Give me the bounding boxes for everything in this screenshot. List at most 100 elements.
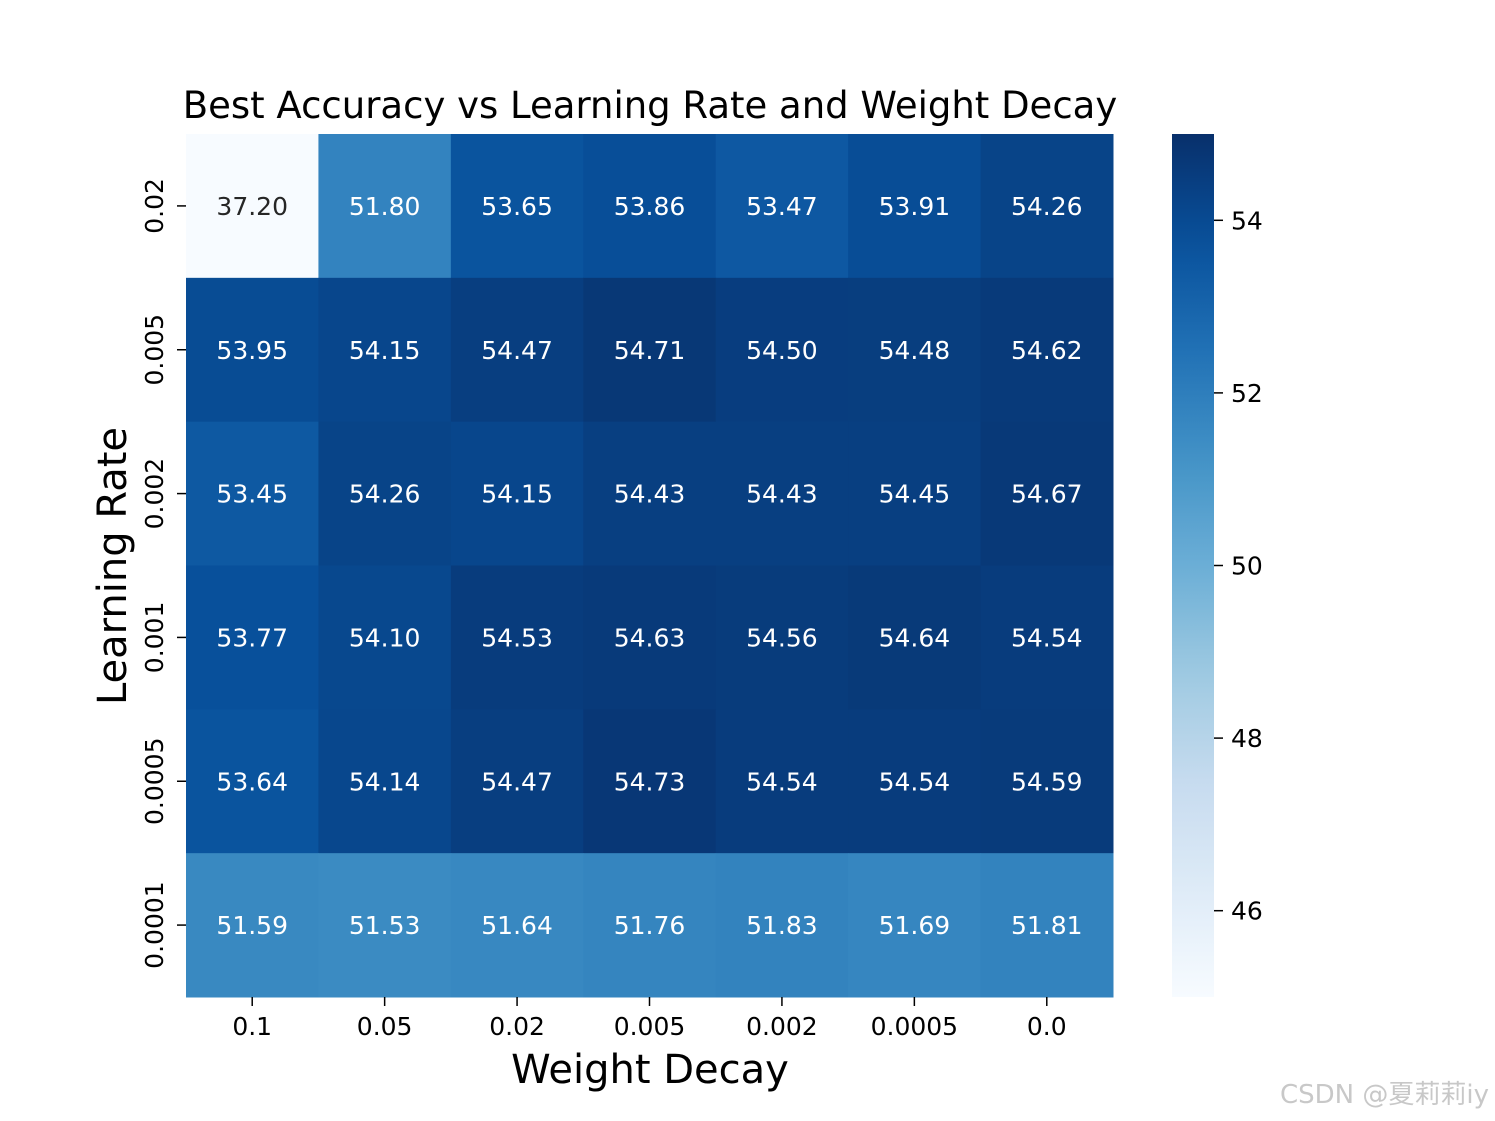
cell-value-label: 54.14	[349, 767, 421, 796]
cell-value-label: 54.47	[481, 767, 553, 796]
heatmap-cell	[583, 565, 717, 710]
heatmap-cell	[186, 421, 319, 566]
colorbar-tick-label: 46	[1231, 897, 1263, 926]
watermark: CSDN @夏莉莉iy	[1279, 1080, 1489, 1110]
cell-value-label: 54.45	[879, 480, 951, 509]
heatmap-cell	[980, 709, 1114, 854]
colorbar-ticks: 46 48 50 52 54	[1214, 206, 1263, 926]
cell-value-label: 53.64	[216, 767, 288, 796]
heatmap-cell	[318, 709, 452, 854]
cell-value-label: 54.54	[879, 767, 951, 796]
heatmap-cell	[848, 565, 982, 710]
heatmap-cell	[186, 853, 319, 998]
cell-value-label: 54.71	[614, 336, 686, 365]
heatmap-cell	[715, 277, 849, 423]
heatmap-cell	[583, 421, 717, 566]
cell-value-label: 54.53	[481, 623, 553, 652]
heatmap-cell	[186, 277, 319, 423]
heatmap-cell	[583, 277, 717, 423]
cell-value-label: 51.80	[349, 192, 421, 221]
x-tick-label: 0.05	[357, 1012, 413, 1041]
heatmap-cell	[583, 134, 717, 279]
cell-value-label: 54.43	[614, 480, 686, 509]
cell-value-label: 51.59	[216, 911, 288, 940]
x-axis-ticks: 0.1 0.05 0.02 0.005 0.002 0.0005 0.0	[232, 997, 1067, 1041]
heatmap-cell	[318, 421, 452, 566]
cell-value-label: 54.54	[1011, 623, 1083, 652]
cell-value-label: 51.69	[879, 911, 951, 940]
x-tick-label: 0.0005	[871, 1012, 958, 1041]
cell-value-label: 54.15	[481, 480, 553, 509]
heatmap-cell	[583, 709, 717, 854]
heatmap-cell	[318, 134, 452, 279]
heatmap-cell	[318, 853, 452, 998]
cell-value-label: 51.76	[614, 911, 686, 940]
cell-value-label: 37.20	[216, 192, 288, 221]
y-tick-label: 0.001	[140, 602, 169, 674]
heatmap-cell	[715, 565, 849, 710]
colorbar-tick-label: 48	[1231, 724, 1263, 753]
cell-value-label: 53.91	[879, 192, 951, 221]
x-tick-label: 0.002	[746, 1012, 818, 1041]
heatmap-cell	[980, 134, 1114, 279]
heatmap-cell	[715, 853, 849, 998]
heatmap-cell	[450, 565, 584, 710]
heatmap-cell	[848, 421, 982, 566]
heatmap-cell	[715, 134, 849, 279]
heatmap-cell	[583, 853, 717, 998]
heatmap-cell	[715, 709, 849, 854]
cell-value-label: 53.65	[481, 192, 553, 221]
x-tick-label: 0.1	[232, 1012, 272, 1041]
cell-value-label: 54.26	[1011, 192, 1083, 221]
chart-title: Best Accuracy vs Learning Rate and Weigh…	[183, 84, 1118, 127]
heatmap-cell	[848, 134, 982, 279]
heatmap-cell	[186, 709, 319, 854]
x-axis-label: Weight Decay	[511, 1047, 789, 1093]
colorbar	[1172, 134, 1214, 997]
y-axis-label: Learning Rate	[90, 427, 136, 705]
cell-value-label: 54.56	[746, 623, 818, 652]
heatmap-cell	[450, 134, 584, 279]
heatmap-cell	[186, 565, 319, 710]
x-tick-label: 0.0	[1027, 1012, 1067, 1041]
x-tick-label: 0.005	[614, 1012, 686, 1041]
cell-value-label: 53.95	[216, 336, 288, 365]
heatmap-cell	[450, 421, 584, 566]
heatmap-cell	[450, 709, 584, 854]
colorbar-tick-label: 52	[1231, 379, 1263, 408]
heatmap-cell	[980, 853, 1114, 998]
heatmap-cells: 37.20 51.80 53.65 53.86 53.47 53.91 54.26 53.95…	[186, 134, 1114, 998]
y-tick-label: 0.02	[140, 178, 169, 234]
heatmap-cell	[980, 565, 1114, 710]
cell-value-label: 54.64	[879, 623, 951, 652]
y-tick-label: 0.005	[140, 314, 169, 386]
cell-value-label: 54.10	[349, 623, 421, 652]
heatmap-cell	[318, 277, 452, 423]
heatmap-cell	[848, 853, 982, 998]
cell-value-label: 54.63	[614, 623, 686, 652]
heatmap-cell	[980, 421, 1114, 566]
cell-value-label: 51.64	[481, 911, 553, 940]
cell-value-label: 51.83	[746, 911, 818, 940]
heatmap-cell	[318, 565, 452, 710]
cell-value-label: 54.48	[879, 336, 951, 365]
cell-value-label: 54.26	[349, 480, 421, 509]
y-tick-label: 0.0001	[140, 881, 169, 968]
heatmap-cell	[848, 709, 982, 854]
heatmap-cell	[450, 853, 584, 998]
cell-value-label: 53.77	[216, 623, 288, 652]
cell-value-label: 54.54	[746, 767, 818, 796]
heatmap-cell	[715, 421, 849, 566]
cell-value-label: 54.50	[746, 336, 818, 365]
colorbar-tick-label: 50	[1231, 552, 1263, 581]
heatmap-cell	[980, 277, 1114, 423]
cell-value-label: 54.67	[1011, 480, 1083, 509]
y-axis-ticks: 0.02 0.005 0.002 0.001 0.0005 0.0001	[140, 178, 186, 969]
cell-value-label: 54.73	[614, 767, 686, 796]
cell-value-label: 54.47	[481, 336, 553, 365]
cell-value-label: 54.43	[746, 480, 818, 509]
cell-value-label: 54.62	[1011, 336, 1083, 365]
cell-value-label: 53.47	[746, 192, 818, 221]
heatmap-cell	[848, 277, 982, 423]
